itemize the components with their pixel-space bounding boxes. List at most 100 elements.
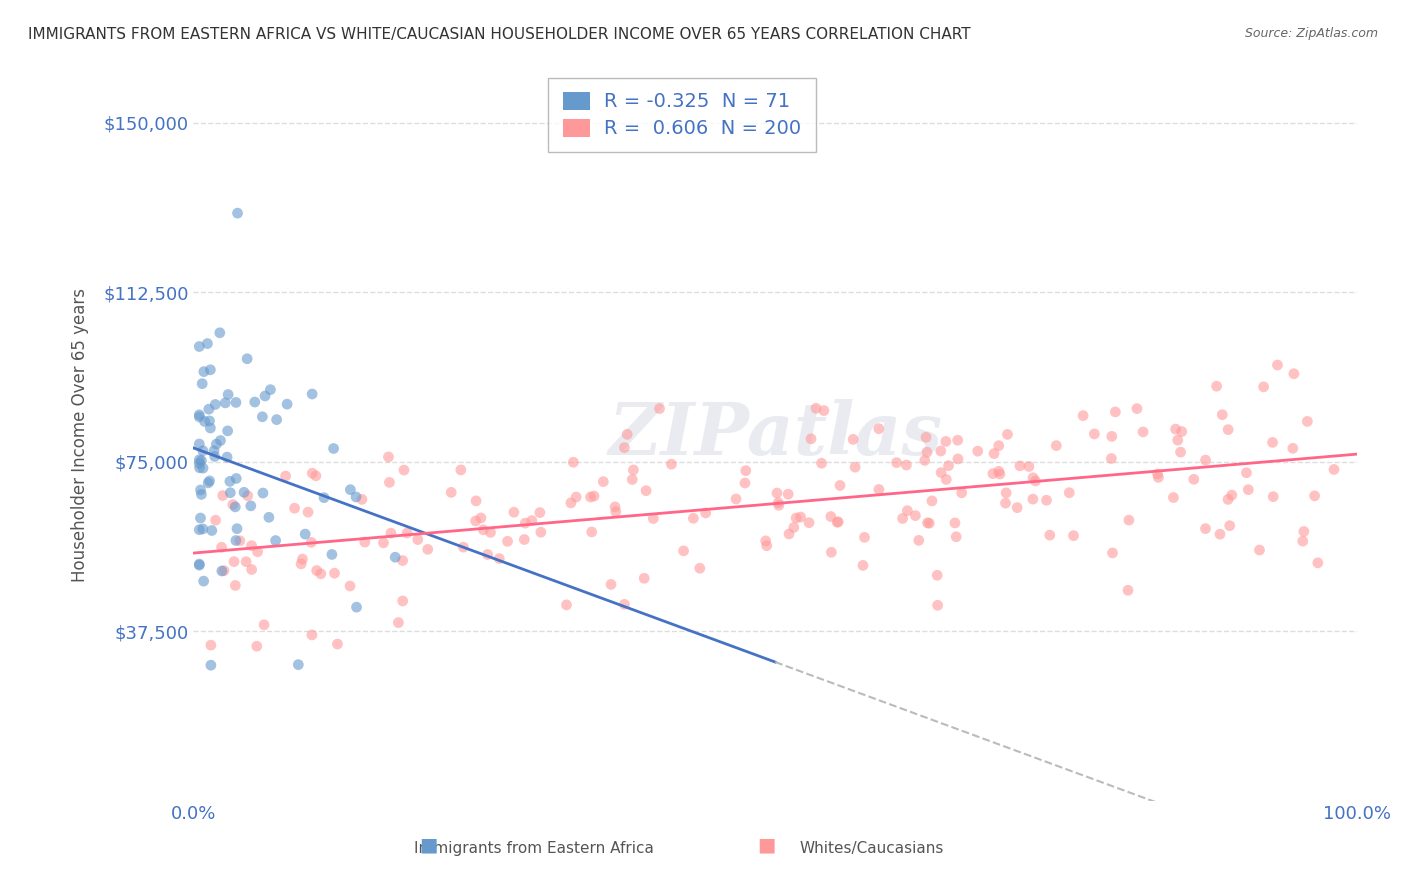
Whites/Caucasians bbox=[235, 555, 257, 569]
Whites/Caucasians bbox=[353, 535, 375, 549]
Immigrants from Eastern Africa bbox=[188, 409, 211, 424]
Whites/Caucasians bbox=[1170, 425, 1192, 439]
Whites/Caucasians bbox=[1211, 408, 1233, 422]
Whites/Caucasians bbox=[1045, 439, 1067, 453]
Whites/Caucasians bbox=[1205, 379, 1227, 393]
Immigrants from Eastern Africa bbox=[190, 453, 212, 467]
Whites/Caucasians bbox=[987, 439, 1010, 453]
Immigrants from Eastern Africa bbox=[193, 574, 215, 588]
Whites/Caucasians bbox=[613, 441, 636, 455]
Immigrants from Eastern Africa bbox=[217, 424, 239, 438]
Whites/Caucasians bbox=[378, 475, 401, 490]
Immigrants from Eastern Africa bbox=[190, 487, 212, 501]
Whites/Caucasians bbox=[246, 639, 269, 653]
Whites/Caucasians bbox=[1163, 491, 1185, 505]
Whites/Caucasians bbox=[896, 503, 918, 517]
Immigrants from Eastern Africa bbox=[190, 483, 212, 497]
Immigrants from Eastern Africa bbox=[259, 383, 281, 397]
Whites/Caucasians bbox=[768, 495, 790, 509]
Immigrants from Eastern Africa bbox=[294, 527, 316, 541]
Whites/Caucasians bbox=[766, 486, 789, 500]
Immigrants from Eastern Africa bbox=[287, 657, 309, 672]
Whites/Caucasians bbox=[236, 489, 259, 503]
Whites/Caucasians bbox=[204, 513, 226, 527]
Whites/Caucasians bbox=[1237, 483, 1260, 497]
Immigrants from Eastern Africa bbox=[198, 414, 221, 428]
Whites/Caucasians bbox=[200, 638, 222, 652]
Immigrants from Eastern Africa bbox=[202, 443, 225, 458]
Immigrants from Eastern Africa bbox=[266, 412, 288, 426]
Whites/Caucasians bbox=[229, 533, 252, 548]
Whites/Caucasians bbox=[648, 401, 671, 416]
Whites/Caucasians bbox=[768, 498, 790, 512]
Immigrants from Eastern Africa bbox=[190, 511, 212, 525]
Whites/Caucasians bbox=[914, 453, 936, 467]
Immigrants from Eastern Africa bbox=[198, 474, 221, 488]
Whites/Caucasians bbox=[789, 510, 811, 524]
Whites/Caucasians bbox=[1101, 546, 1123, 560]
Whites/Caucasians bbox=[301, 466, 323, 480]
Whites/Caucasians bbox=[636, 483, 658, 498]
Whites/Caucasians bbox=[1219, 518, 1241, 533]
Whites/Caucasians bbox=[1282, 442, 1305, 456]
Immigrants from Eastern Africa bbox=[188, 339, 211, 353]
Whites/Caucasians bbox=[1039, 528, 1062, 542]
Immigrants from Eastern Africa bbox=[214, 396, 236, 410]
Immigrants from Eastern Africa bbox=[188, 408, 211, 422]
Whites/Caucasians bbox=[224, 578, 246, 592]
Whites/Caucasians bbox=[222, 498, 245, 512]
Whites/Caucasians bbox=[562, 455, 585, 469]
Whites/Caucasians bbox=[672, 544, 695, 558]
Whites/Caucasians bbox=[917, 516, 939, 530]
Whites/Caucasians bbox=[820, 545, 842, 559]
Whites/Caucasians bbox=[724, 491, 747, 506]
Whites/Caucasians bbox=[1024, 474, 1046, 488]
Whites/Caucasians bbox=[326, 637, 349, 651]
Y-axis label: Householder Income Over 65 years: Householder Income Over 65 years bbox=[72, 287, 89, 582]
Whites/Caucasians bbox=[464, 514, 486, 528]
Whites/Caucasians bbox=[810, 456, 832, 470]
Whites/Caucasians bbox=[1296, 414, 1319, 428]
Whites/Caucasians bbox=[1292, 524, 1315, 539]
Immigrants from Eastern Africa bbox=[200, 363, 222, 377]
Immigrants from Eastern Africa bbox=[201, 524, 224, 538]
Whites/Caucasians bbox=[828, 478, 851, 492]
Whites/Caucasians bbox=[291, 552, 314, 566]
Whites/Caucasians bbox=[853, 530, 876, 544]
Immigrants from Eastern Africa bbox=[225, 533, 247, 548]
Whites/Caucasians bbox=[1263, 490, 1285, 504]
Whites/Caucasians bbox=[695, 506, 717, 520]
Whites/Caucasians bbox=[1194, 453, 1216, 467]
Whites/Caucasians bbox=[1261, 435, 1284, 450]
Whites/Caucasians bbox=[921, 494, 943, 508]
Whites/Caucasians bbox=[350, 492, 373, 507]
Whites/Caucasians bbox=[1218, 423, 1240, 437]
Whites/Caucasians bbox=[1220, 488, 1243, 502]
Whites/Caucasians bbox=[997, 427, 1019, 442]
Whites/Caucasians bbox=[734, 476, 756, 491]
Immigrants from Eastern Africa bbox=[243, 395, 266, 409]
Whites/Caucasians bbox=[868, 483, 890, 497]
Whites/Caucasians bbox=[800, 432, 823, 446]
Whites/Caucasians bbox=[496, 534, 519, 549]
Whites/Caucasians bbox=[945, 530, 967, 544]
Whites/Caucasians bbox=[222, 555, 245, 569]
Whites/Caucasians bbox=[305, 468, 328, 483]
Whites/Caucasians bbox=[804, 401, 827, 416]
Immigrants from Eastern Africa bbox=[217, 387, 239, 401]
Immigrants from Eastern Africa bbox=[208, 326, 231, 340]
Whites/Caucasians bbox=[915, 430, 938, 444]
Text: Source: ZipAtlas.com: Source: ZipAtlas.com bbox=[1244, 27, 1378, 40]
Whites/Caucasians bbox=[915, 445, 938, 459]
Immigrants from Eastern Africa bbox=[193, 365, 215, 379]
Immigrants from Eastern Africa bbox=[321, 548, 343, 562]
Whites/Caucasians bbox=[212, 564, 235, 578]
Immigrants from Eastern Africa bbox=[217, 450, 239, 464]
Whites/Caucasians bbox=[621, 463, 644, 477]
Whites/Caucasians bbox=[1118, 513, 1140, 527]
Whites/Caucasians bbox=[581, 524, 603, 539]
Whites/Caucasians bbox=[1303, 489, 1326, 503]
Whites/Caucasians bbox=[896, 458, 918, 472]
Whites/Caucasians bbox=[465, 494, 488, 508]
Whites/Caucasians bbox=[927, 568, 949, 582]
